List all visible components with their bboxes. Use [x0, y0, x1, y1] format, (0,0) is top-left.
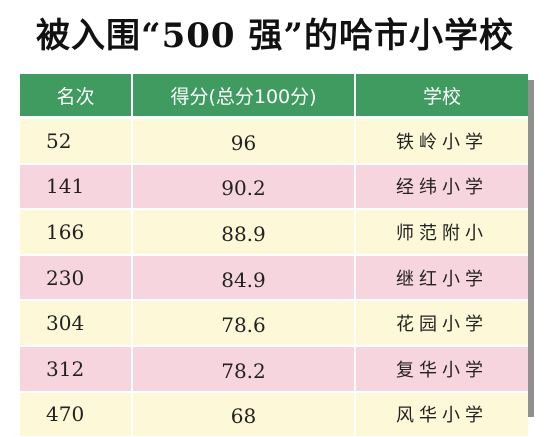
- rank-cell: 312: [20, 346, 133, 393]
- rank-cell: 52: [20, 119, 133, 165]
- rank-cell: 470: [20, 392, 133, 437]
- header-school: 学校: [356, 74, 528, 119]
- school-cell: 师范附小: [356, 210, 528, 256]
- school-cell: 继红小学: [356, 255, 528, 302]
- table-row: 166 88.9 师范附小: [20, 210, 528, 256]
- school-cell: 花园小学: [356, 301, 528, 347]
- rank-cell: 141: [20, 164, 133, 211]
- table-row: 470 68 风华小学: [20, 392, 528, 437]
- score-cell: 90.2: [133, 164, 356, 211]
- header-rank: 名次: [20, 74, 133, 119]
- header-score: 得分(总分100分): [133, 74, 356, 119]
- school-cell: 经纬小学: [356, 164, 528, 211]
- score-cell: 96: [133, 119, 356, 165]
- school-cell: 风华小学: [356, 392, 528, 437]
- school-cell: 复华小学: [356, 346, 528, 393]
- header-row: 名次 得分(总分100分) 学校: [20, 74, 528, 119]
- table-header: 名次 得分(总分100分) 学校: [20, 74, 528, 119]
- table-row: 304 78.6 花园小学: [20, 301, 528, 347]
- table-row: 141 90.2 经纬小学: [20, 164, 528, 211]
- table-row: 230 84.9 继红小学: [20, 255, 528, 302]
- rank-cell: 230: [20, 255, 133, 302]
- school-cell: 铁岭小学: [356, 119, 528, 165]
- page-title: 被入围“500 强”的哈市小学校: [36, 15, 514, 56]
- score-cell: 68: [133, 392, 356, 437]
- score-cell: 84.9: [133, 255, 356, 302]
- score-cell: 88.9: [133, 210, 356, 256]
- score-cell: 78.6: [133, 301, 356, 347]
- ranking-table-container: 名次 得分(总分100分) 学校 52 96 铁岭小学 141 90.2 经纬小…: [20, 74, 528, 437]
- table-row: 52 96 铁岭小学: [20, 119, 528, 165]
- ranking-table: 名次 得分(总分100分) 学校 52 96 铁岭小学 141 90.2 经纬小…: [20, 74, 528, 437]
- rank-cell: 166: [20, 210, 133, 256]
- table-body: 52 96 铁岭小学 141 90.2 经纬小学 166 88.9 师范附小 2…: [20, 119, 528, 437]
- table-row: 312 78.2 复华小学: [20, 346, 528, 393]
- score-cell: 78.2: [133, 346, 356, 393]
- rank-cell: 304: [20, 301, 133, 347]
